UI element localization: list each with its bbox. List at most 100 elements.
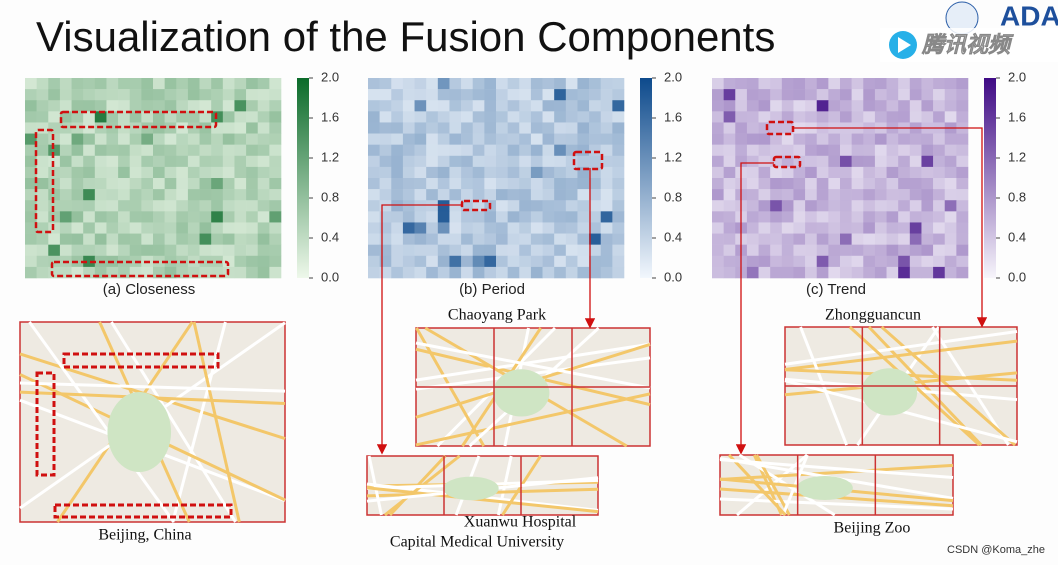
heat-cell: [944, 178, 957, 190]
heat-cell: [106, 233, 119, 245]
heat-cell: [577, 133, 590, 145]
heat-cell: [712, 233, 724, 245]
heat-cell: [257, 222, 270, 234]
heat-cell: [898, 178, 911, 190]
heat-cell: [141, 166, 154, 179]
heat-cell: [129, 266, 142, 279]
heat-cell: [222, 244, 235, 257]
heat-cell: [83, 100, 96, 112]
heat-cell: [565, 166, 578, 179]
heat-cell: [187, 100, 200, 112]
heat-cell: [426, 266, 439, 279]
heat-cell: [211, 200, 224, 212]
heat-cell: [793, 111, 806, 123]
heat-cell: [863, 89, 876, 101]
heat-cell: [851, 255, 864, 268]
heat-cell: [94, 222, 107, 234]
heat-cell: [781, 222, 794, 234]
heat-cell: [577, 211, 590, 223]
heat-cell: [414, 266, 427, 279]
heat-cell: [59, 233, 72, 245]
heat-cell: [612, 89, 625, 101]
map-road: [19, 381, 286, 393]
heat-cell: [956, 222, 969, 234]
heat-cell: [129, 100, 142, 112]
heat-cell: [565, 233, 578, 245]
heat-cell: [530, 222, 543, 234]
heat-cell: [461, 111, 474, 123]
heat-cell: [600, 133, 613, 145]
heat-cell: [118, 189, 131, 201]
heat-cell: [449, 222, 462, 234]
map-label: Capital Medical University: [390, 534, 564, 551]
heat-cell: [565, 111, 578, 123]
heat-cell: [94, 111, 107, 123]
arrow: [376, 204, 462, 455]
heat-cell: [472, 133, 485, 145]
heat-cell: [851, 100, 864, 112]
heat-cell: [851, 133, 864, 145]
heat-cell: [723, 78, 736, 90]
heat-cell: [176, 233, 189, 245]
heat-cell: [781, 122, 794, 134]
heat-cell: [391, 211, 404, 223]
heat-cell: [805, 255, 818, 268]
heat-cell: [484, 133, 497, 145]
heat-cell: [257, 89, 270, 101]
heat-cell: [909, 255, 922, 268]
heat-cell: [874, 144, 887, 157]
heat-cell: [921, 244, 934, 257]
heat-cell: [257, 200, 270, 212]
heat-cell: [164, 144, 177, 157]
heat-cell: [840, 78, 852, 90]
highlight-box: [34, 128, 55, 234]
heat-cell: [577, 144, 590, 157]
heat-cell: [83, 266, 96, 279]
heat-cell: [933, 222, 946, 234]
heat-cell: [781, 166, 794, 179]
heat-cell: [851, 222, 864, 234]
heat-cell: [909, 100, 922, 112]
heat-cell: [542, 111, 555, 123]
heat-cell: [577, 111, 590, 123]
heat-cell: [898, 266, 911, 279]
heat-cell: [426, 144, 439, 157]
heat-cell: [211, 144, 224, 157]
heat-cell: [805, 111, 818, 123]
heat-cell: [944, 133, 957, 145]
heat-cell: [199, 111, 212, 123]
heat-cell: [554, 189, 567, 201]
heat-cell: [222, 133, 235, 145]
heat-cell: [805, 222, 818, 234]
heat-cell: [246, 111, 259, 123]
heat-cell: [461, 144, 474, 157]
heat-cell: [246, 89, 259, 101]
heat-cell: [507, 78, 520, 90]
heat-cell: [746, 89, 759, 101]
heat-cell: [863, 155, 876, 168]
heat-cell: [519, 144, 532, 157]
heat-cell: [781, 178, 794, 190]
heat-cell: [874, 211, 887, 223]
heat-cell: [25, 133, 37, 145]
heat-cell: [577, 244, 590, 257]
heat-cell: [461, 89, 474, 101]
heat-cell: [496, 266, 508, 279]
heat-cell: [886, 211, 899, 223]
heat-cell: [176, 100, 189, 112]
heat-cell: [933, 78, 946, 90]
heat-cell: [269, 178, 282, 190]
heat-cell: [542, 144, 555, 157]
heat-cell: [758, 122, 771, 134]
heat-cell: [723, 100, 736, 112]
heat-cell: [484, 144, 497, 157]
heat-cell: [542, 200, 555, 212]
map-park: [443, 476, 499, 501]
heat-cell: [94, 189, 107, 201]
colorbar-tick-label: 0.8: [1008, 189, 1026, 204]
heat-cell: [211, 166, 224, 179]
heat-cell: [59, 155, 72, 168]
heat-cell: [554, 211, 567, 223]
heat-cell: [118, 166, 131, 179]
heat-cell: [944, 111, 957, 123]
